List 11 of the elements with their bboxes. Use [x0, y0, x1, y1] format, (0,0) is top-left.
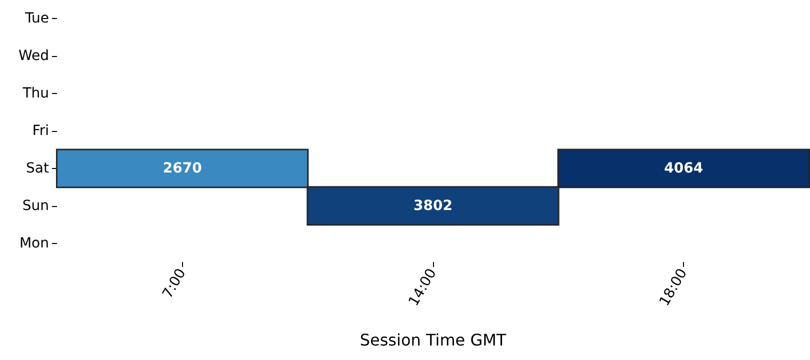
y-tick-label: Mon: [19, 235, 49, 252]
data-label: 3802: [414, 198, 452, 214]
y-tick-label: Wed: [18, 48, 49, 64]
y-tick-label: Sat: [26, 160, 50, 176]
y-tick-label: Thu: [22, 86, 49, 102]
y-tick-label: Tue: [24, 10, 49, 27]
data-label: 2670: [162, 160, 202, 176]
y-tick-label: Sun: [22, 198, 49, 214]
data-label: 4064: [664, 160, 704, 176]
y-tick-label: Fri: [32, 123, 49, 139]
x-axis-title: Session Time GMT: [360, 330, 506, 350]
